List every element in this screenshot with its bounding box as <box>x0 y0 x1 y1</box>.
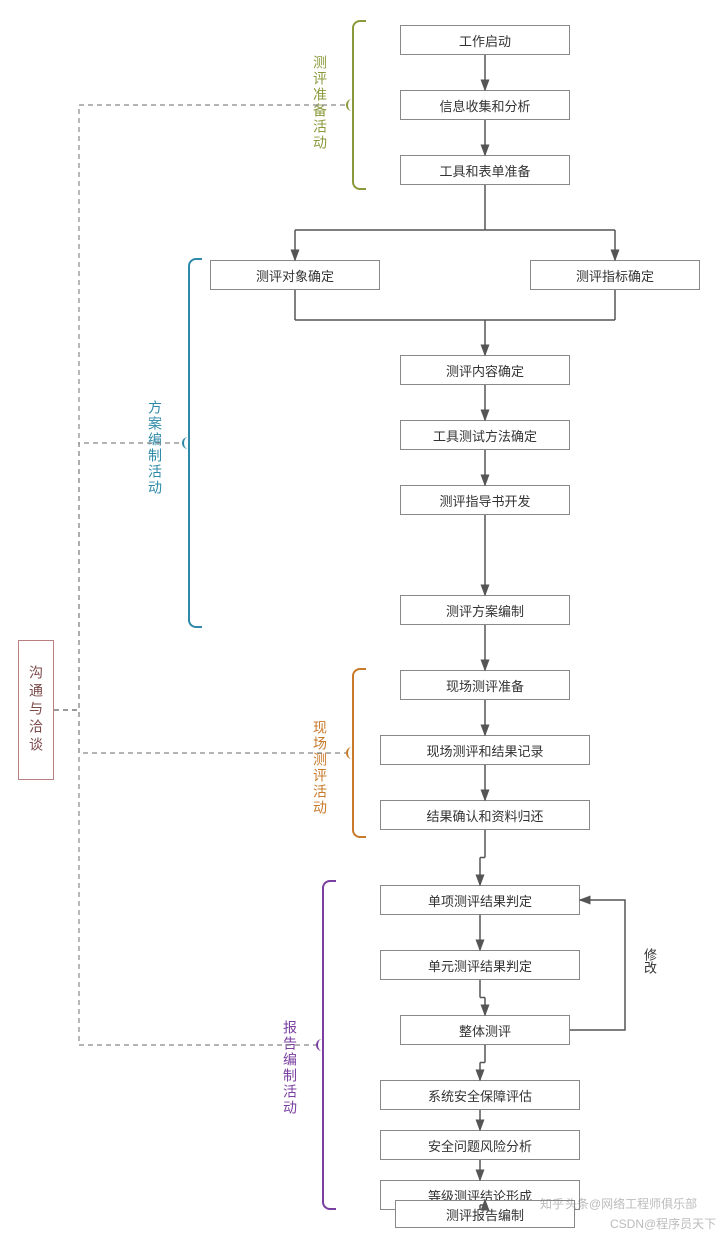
phase-label-p4: 报告编制活动 <box>280 1020 300 1116</box>
phase-label-p2: 方案编制活动 <box>145 400 165 496</box>
flowchart-node: 工具和表单准备 <box>400 155 570 185</box>
flowchart-node: 测评对象确定 <box>210 260 380 290</box>
phase-brace-p2 <box>188 258 202 628</box>
watermark-text: CSDN@程序员天下 <box>610 1215 716 1232</box>
phase-label-p3: 现场测评活动 <box>310 720 330 816</box>
flowchart-node: 信息收集和分析 <box>400 90 570 120</box>
feedback-label: 修改 <box>640 948 659 974</box>
flowchart-node: 安全问题风险分析 <box>380 1130 580 1160</box>
phase-brace-p4 <box>322 880 336 1210</box>
flowchart-node: 测评指导书开发 <box>400 485 570 515</box>
watermark-text: 头条@网络工程师俱乐部 <box>565 1195 697 1212</box>
phase-label-p1: 测评准备活动 <box>310 55 330 151</box>
flowchart-node: 现场测评准备 <box>400 670 570 700</box>
watermark-text: 知乎 <box>540 1195 564 1212</box>
flowchart-node: 测评指标确定 <box>530 260 700 290</box>
flowchart-node: 单项测评结果判定 <box>380 885 580 915</box>
flowchart-node: 单元测评结果判定 <box>380 950 580 980</box>
flowchart-node: 测评内容确定 <box>400 355 570 385</box>
flowchart-node: 测评方案编制 <box>400 595 570 625</box>
flowchart-node: 工作启动 <box>400 25 570 55</box>
side-communication-box: 沟通与洽谈 <box>18 640 54 780</box>
flowchart-node: 系统安全保障评估 <box>380 1080 580 1110</box>
flowchart-node: 工具测试方法确定 <box>400 420 570 450</box>
phase-brace-p1 <box>352 20 366 190</box>
phase-brace-p3 <box>352 668 366 838</box>
flowchart-node: 现场测评和结果记录 <box>380 735 590 765</box>
flowchart-node: 结果确认和资料归还 <box>380 800 590 830</box>
flowchart-node: 整体测评 <box>400 1015 570 1045</box>
